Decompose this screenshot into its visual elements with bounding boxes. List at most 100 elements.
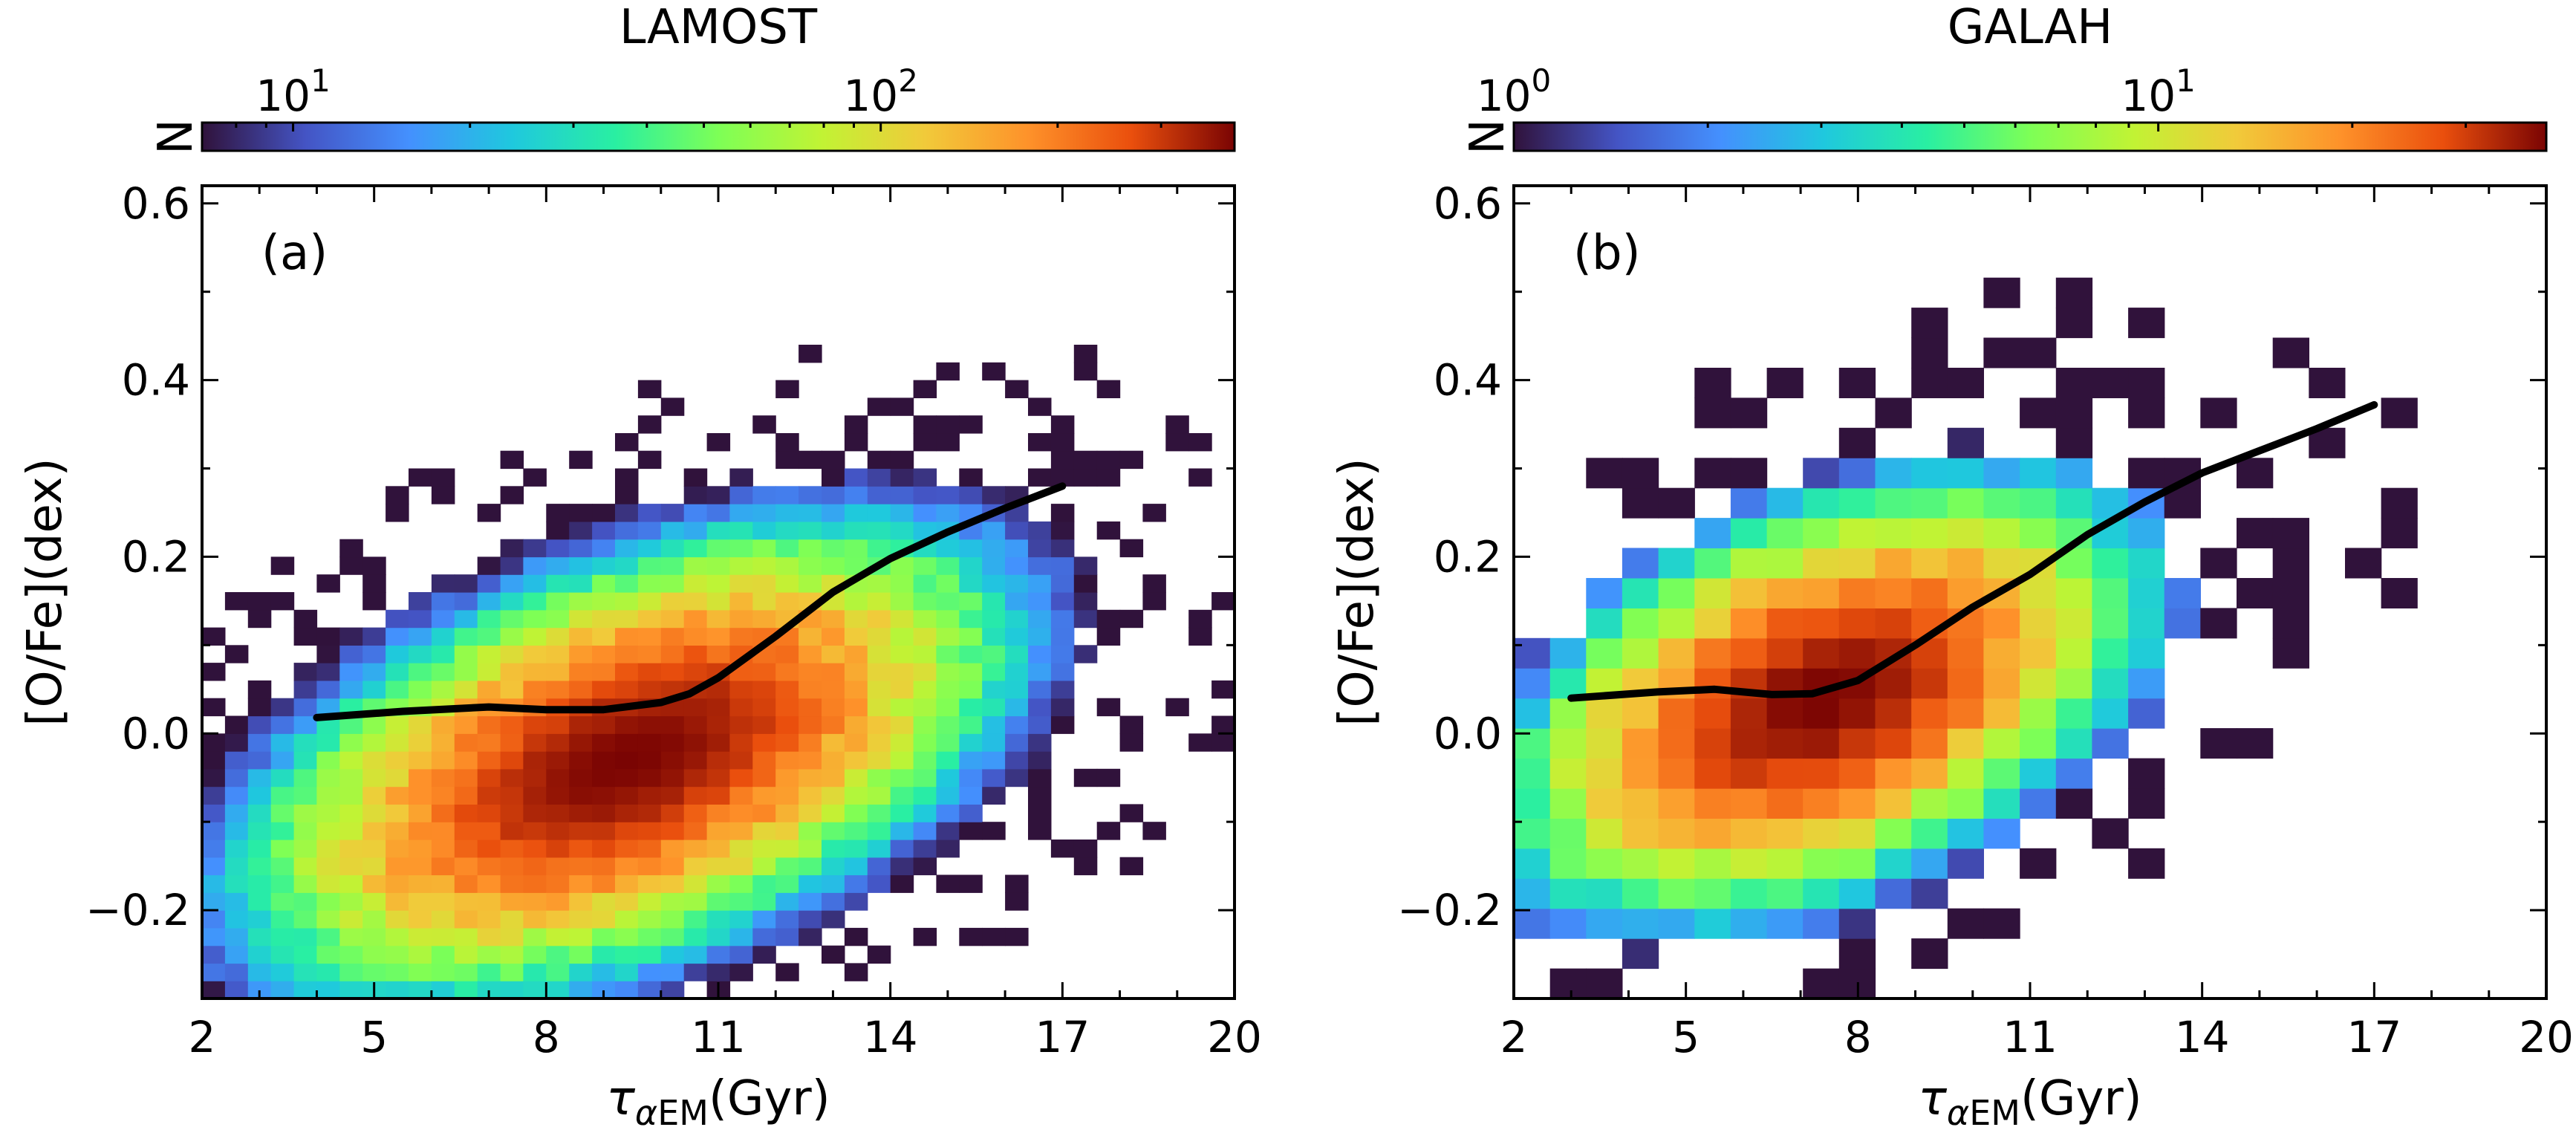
heatmap-cell — [1211, 733, 1235, 752]
heatmap-cell — [1586, 758, 1623, 789]
heatmap-cell — [1947, 668, 1984, 699]
heatmap-cell — [982, 574, 1006, 593]
heatmap-cell — [2272, 518, 2309, 549]
heatmap-cell — [799, 822, 822, 840]
heatmap-cell — [660, 609, 685, 629]
heatmap-cell — [844, 521, 868, 540]
heatmap-cell — [752, 874, 776, 893]
heatmap-cell — [615, 680, 639, 699]
heatmap-cell — [775, 733, 799, 752]
heatmap-cell — [1803, 578, 1840, 608]
heatmap-cell — [362, 768, 386, 788]
heatmap-cell — [867, 733, 891, 752]
heatmap-cell — [1142, 592, 1166, 611]
heatmap-cell — [2128, 397, 2165, 429]
heatmap-cell — [1005, 539, 1029, 558]
heatmap-cell — [822, 733, 845, 752]
heatmap-cell — [1766, 637, 1803, 669]
heatmap-cell — [683, 574, 708, 593]
heatmap-cell — [1050, 715, 1075, 734]
heatmap-cell — [660, 981, 685, 999]
heatmap-cell — [822, 609, 845, 629]
heatmap-cell — [523, 715, 547, 734]
heatmap-cell — [729, 468, 753, 487]
heatmap-cell — [637, 504, 662, 522]
heatmap-cell — [523, 910, 547, 929]
heatmap-cell — [683, 539, 708, 558]
heatmap-cell — [247, 822, 272, 840]
heatmap-cell — [546, 751, 570, 770]
heatmap-cell — [1911, 368, 1948, 398]
heatmap-cell — [706, 963, 731, 981]
heatmap-cell — [1586, 908, 1623, 939]
heatmap-cell — [316, 645, 340, 663]
x-tick-label: 8 — [1844, 1012, 1872, 1062]
heatmap-cell — [1983, 277, 2020, 308]
heatmap-cell — [546, 840, 570, 858]
heatmap-cell — [890, 857, 914, 876]
heatmap-cell — [1911, 848, 1948, 879]
heatmap-cell — [1028, 556, 1052, 575]
heatmap-cell — [637, 874, 662, 893]
heatmap-cell — [1073, 857, 1098, 876]
heatmap-cell — [959, 663, 983, 681]
y-tick-label: 0.2 — [1434, 531, 1502, 582]
heatmap-cell — [1073, 645, 1098, 663]
heatmap-cell — [1514, 698, 1551, 729]
heatmap-cell — [660, 840, 685, 858]
heatmap-cell — [867, 751, 891, 770]
heatmap-cell — [752, 822, 776, 840]
heatmap-cell — [316, 733, 340, 752]
heatmap-cell — [1096, 521, 1121, 540]
heatmap-cell — [890, 840, 914, 858]
heatmap-cell — [409, 768, 432, 788]
heatmap-cell — [569, 556, 593, 575]
heatmap-cell — [270, 715, 295, 734]
heatmap-cell — [959, 715, 983, 734]
y-axis-label: [O/Fe](dex) — [1330, 458, 1385, 726]
heatmap-cell — [822, 450, 845, 470]
heatmap-cell — [2020, 458, 2057, 489]
heatmap-cell — [775, 556, 799, 575]
heatmap-cell — [890, 733, 914, 752]
heatmap-cell — [982, 733, 1006, 752]
heatmap-cell — [890, 768, 914, 788]
heatmap-cell — [1658, 578, 1695, 608]
heatmap-cell — [683, 504, 708, 522]
heatmap-cell — [409, 627, 432, 646]
heatmap-cell — [1694, 458, 1731, 489]
heatmap-cell — [2092, 818, 2129, 849]
heatmap-cell — [477, 645, 501, 663]
heatmap-cell — [1983, 637, 2020, 669]
heatmap-cell — [1119, 857, 1144, 876]
heatmap-cell — [959, 609, 983, 629]
heatmap-cell — [569, 504, 593, 522]
heatmap-cell — [2055, 487, 2093, 519]
heatmap-cell — [637, 840, 662, 858]
heatmap-cell — [706, 592, 731, 611]
heatmap-cell — [2055, 788, 2093, 819]
heatmap-cell — [293, 698, 318, 717]
heatmap-cell — [775, 680, 799, 699]
heatmap-cell — [592, 963, 616, 981]
heatmap-cell — [293, 822, 318, 840]
heatmap-cell — [729, 715, 753, 734]
heatmap-cell — [592, 504, 616, 522]
heatmap-cell — [224, 822, 249, 840]
heatmap-cell — [362, 804, 386, 822]
heatmap-cell — [202, 892, 226, 911]
heatmap-cell — [706, 504, 731, 522]
heatmap-cell — [339, 840, 363, 858]
heatmap-cell — [546, 927, 570, 946]
heatmap-cell — [362, 715, 386, 734]
heatmap-cell — [2128, 368, 2165, 398]
heatmap-cell — [867, 468, 891, 487]
heatmap-cell — [822, 486, 845, 504]
heatmap-cell — [683, 804, 708, 822]
heatmap-cell — [1005, 521, 1029, 540]
heatmap-cell — [660, 822, 685, 840]
heatmap-cell — [615, 927, 639, 946]
heatmap-cell — [270, 751, 295, 770]
heatmap-cell — [982, 486, 1006, 504]
heatmap-cell — [1028, 592, 1052, 611]
